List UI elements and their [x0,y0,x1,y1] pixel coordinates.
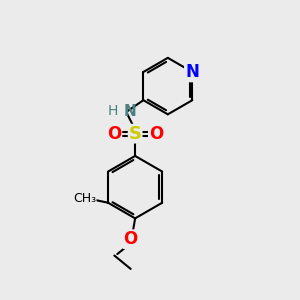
Text: O: O [149,125,163,143]
Text: O: O [124,230,138,248]
Text: O: O [107,125,122,143]
Text: CH₃: CH₃ [73,192,96,205]
Text: S: S [129,125,142,143]
Text: N: N [185,63,199,81]
Text: H: H [108,104,118,118]
Text: N: N [123,104,136,119]
